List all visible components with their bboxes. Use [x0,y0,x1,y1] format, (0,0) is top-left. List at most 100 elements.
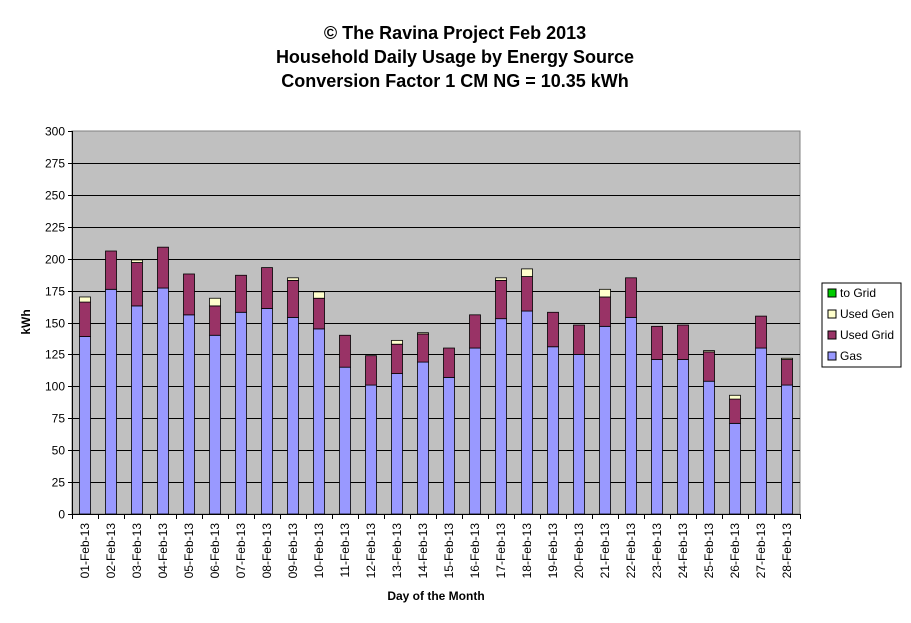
bar-segment-used-gen [131,259,143,263]
x-tick-label: 06-Feb-13 [208,523,222,579]
bar-segment-used-grid [547,311,559,348]
bar-segment-gas [157,287,169,515]
x-tick-label: 24-Feb-13 [676,523,690,579]
bar-segment-used-grid [625,277,637,318]
bar-segment-gas [443,376,455,515]
y-tick-label: 25 [52,476,66,490]
bar-segment-used-grid [469,314,481,349]
bar-segment-used-grid [573,324,585,355]
y-axis: 0 25 50 75 100 125 150 175 200 225 250 275 300 [45,125,73,522]
bar-segment-used-grid [183,273,195,316]
chart-title: © The Ravina Project Feb 2013 Household … [276,23,634,91]
bar-segment-used-gen [287,277,299,281]
x-tick-label: 01-Feb-13 [78,523,92,579]
bar-segment-gas [235,311,247,515]
bar-segment-used-gen [391,339,403,345]
x-tick-label: 07-Feb-13 [234,523,248,579]
legend: to Grid Used Gen Used Grid Gas [821,282,902,368]
bar-segment-used-gen [703,350,715,353]
bar-segment-used-grid [235,274,247,313]
bar-segment-used-grid [339,334,351,368]
bar-segment-used-gen [313,291,325,299]
plot-area [71,130,801,515]
bar-segment-gas [599,325,611,515]
bar-segment-gas [183,314,195,515]
bar-segment-used-grid [703,351,715,382]
bar-segment-used-gen [79,296,91,303]
y-tick-label: 0 [58,508,65,522]
bar-segment-used-grid [287,279,299,318]
bar-segment-used-grid [261,267,273,309]
x-tick-label: 04-Feb-13 [156,523,170,579]
y-tick-label: 250 [45,189,65,203]
x-tick-label: 14-Feb-13 [416,523,430,579]
x-tick-label: 09-Feb-13 [286,523,300,579]
bar-segment-gas [651,359,663,515]
chart-title-line-2: Household Daily Usage by Energy Source [276,47,634,67]
legend-swatch [827,288,837,298]
bar-segment-used-gen [599,288,611,298]
bar-segment-gas [703,380,715,515]
bar-segment-used-grid [131,262,143,307]
chart-title-line-1: © The Ravina Project Feb 2013 [324,23,586,43]
bar-segment-gas [547,346,559,515]
legend-swatch [827,309,837,319]
x-tick-label: 27-Feb-13 [754,523,768,579]
bar-segment-used-grid [313,297,325,330]
bar-segment-gas [677,359,689,515]
bar-segment-used-grid [105,250,117,290]
x-tick-label: 17-Feb-13 [494,523,508,579]
bar-segment-used-grid [391,343,403,374]
legend-swatch [827,351,837,361]
bar-segment-gas [105,288,117,515]
bar-segment-used-grid [417,333,429,363]
bar-segment-gas [261,308,273,515]
bar-segment-used-grid [157,246,169,289]
bar-segment-gas [417,361,429,515]
bar-segment-used-grid [599,296,611,327]
bar-segment-gas [287,316,299,515]
legend-label: to Grid [840,286,876,300]
x-tick-label: 12-Feb-13 [364,523,378,579]
y-axis-title: kWh [19,309,33,334]
x-tick-label: 20-Feb-13 [572,523,586,579]
bar-segment-used-grid [495,279,507,320]
legend-label: Gas [840,349,862,363]
x-tick-label: 23-Feb-13 [650,523,664,579]
bar-segment-used-grid [365,355,377,386]
x-tick-label: 13-Feb-13 [390,523,404,579]
x-tick-label: 08-Feb-13 [260,523,274,579]
y-tick-label: 100 [45,380,65,394]
bar-segment-gas [755,347,767,515]
bar-segment-used-gen [495,277,507,281]
bar-segment-gas [209,334,221,515]
y-tick-label: 275 [45,157,65,171]
bar-segment-gas [573,354,585,515]
bar-segment-used-grid [729,398,741,424]
x-axis: 01-Feb-13 02-Feb-13 03-Feb-13 04-Feb-13 05-F… [72,514,801,578]
bar-segment-used-grid [209,305,221,336]
bar-segment-gas [729,422,741,515]
bar-segment-gas [391,373,403,515]
y-tick-label: 175 [45,285,65,299]
y-tick-label: 225 [45,221,65,235]
x-tick-label: 21-Feb-13 [598,523,612,579]
bar-segment-used-grid [781,359,793,386]
x-tick-label: 15-Feb-13 [442,523,456,579]
chart-title-line-3: Conversion Factor 1 CM NG = 10.35 kWh [281,71,629,91]
legend-swatch [827,330,837,340]
x-tick-label: 10-Feb-13 [312,523,326,579]
x-tick-label: 16-Feb-13 [468,523,482,579]
bar-segment-gas [339,366,351,515]
bar-segment-used-gen [209,297,221,307]
bar-segment-used-gen [521,268,533,277]
bar-segment-gas [625,316,637,515]
bar-segment-used-grid [443,347,455,378]
bar-segment-gas [131,305,143,515]
bar-segment-used-grid [677,324,689,360]
bar-segment-gas [495,318,507,515]
bar-segment-gas [781,384,793,515]
legend-label: Used Gen [840,307,894,321]
legend-label: Used Grid [840,328,894,342]
bar-segment-used-gen [781,357,793,360]
